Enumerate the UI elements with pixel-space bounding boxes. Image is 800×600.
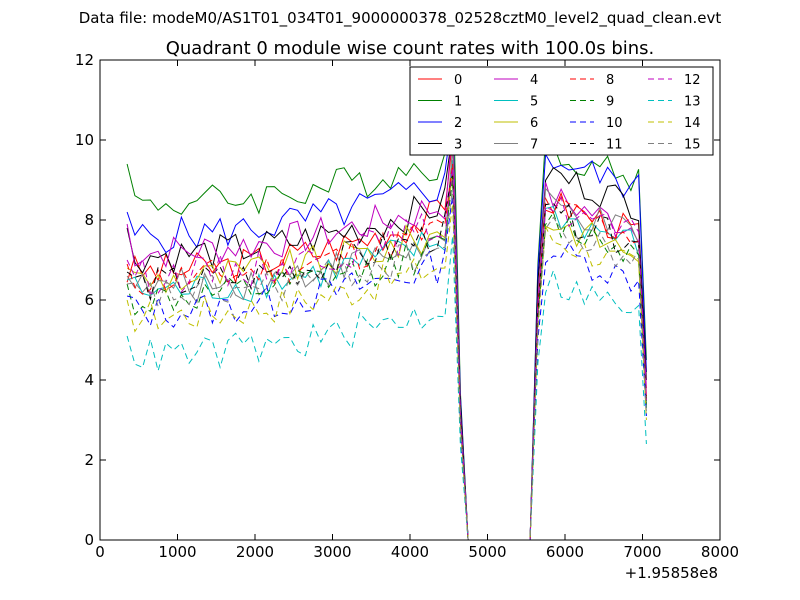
y-tick-label: 8 — [84, 211, 94, 229]
x-tick-label: 3000 — [313, 543, 351, 561]
y-tick-label: 0 — [84, 531, 94, 549]
series-line-7 — [126, 147, 647, 541]
x-tick-label: 5000 — [468, 543, 506, 561]
legend-label-9: 9 — [606, 95, 614, 110]
legend-label-1: 1 — [454, 95, 462, 110]
x-tick-label: 4000 — [391, 543, 429, 561]
series-line-14 — [126, 203, 647, 541]
y-tick-label: 10 — [75, 131, 94, 149]
series-line-10 — [126, 195, 647, 541]
legend-label-11: 11 — [606, 138, 623, 153]
y-tick-label: 2 — [84, 451, 94, 469]
chart-title: Quadrant 0 module wise count rates with … — [166, 38, 655, 59]
series-line-1 — [126, 67, 647, 541]
series-line-15 — [127, 187, 647, 541]
legend-label-12: 12 — [684, 73, 701, 88]
legend-label-7: 7 — [530, 138, 538, 153]
y-tick-label: 6 — [84, 291, 94, 309]
series-line-13 — [126, 235, 647, 541]
series-line-12 — [126, 167, 647, 541]
legend-label-2: 2 — [454, 116, 462, 131]
x-tick-label: 7000 — [623, 543, 661, 561]
legend-label-6: 6 — [530, 116, 538, 131]
series-line-3 — [126, 131, 647, 541]
series-line-0 — [126, 139, 647, 541]
x-tick-label: 8000 — [701, 543, 739, 561]
x-tick-label: 2000 — [236, 543, 274, 561]
series-line-11 — [126, 171, 647, 541]
data-file-header: Data file: modeM0/AS1T01_034T01_90000003… — [79, 9, 722, 28]
y-tick-label: 12 — [75, 51, 94, 69]
legend-label-8: 8 — [606, 73, 614, 88]
x-tick-label: 6000 — [546, 543, 584, 561]
series-line-8 — [126, 163, 647, 541]
legend-label-14: 14 — [684, 116, 701, 131]
legend-label-0: 0 — [454, 73, 462, 88]
x-tick-label: 0 — [95, 543, 105, 561]
legend-box — [409, 66, 714, 156]
legend-label-15: 15 — [684, 138, 701, 153]
legend-label-5: 5 — [530, 95, 538, 110]
ticks-layer: 0 1000 2000 3000 4000 5000 6000 7000 80000246810… — [75, 51, 739, 561]
series-layer — [126, 67, 647, 541]
legend-label-3: 3 — [454, 138, 462, 153]
legend-label-10: 10 — [606, 116, 623, 131]
series-line-2 — [126, 115, 647, 541]
series-line-5 — [126, 159, 647, 541]
legend-label-13: 13 — [684, 95, 701, 110]
y-tick-label: 4 — [84, 371, 94, 389]
series-line-4 — [126, 123, 647, 541]
x-offset-label: +1.95858e8 — [625, 564, 718, 582]
x-tick-label: 1000 — [158, 543, 196, 561]
series-line-9 — [126, 179, 647, 541]
legend-label-4: 4 — [530, 73, 538, 88]
series-line-6 — [126, 171, 647, 541]
